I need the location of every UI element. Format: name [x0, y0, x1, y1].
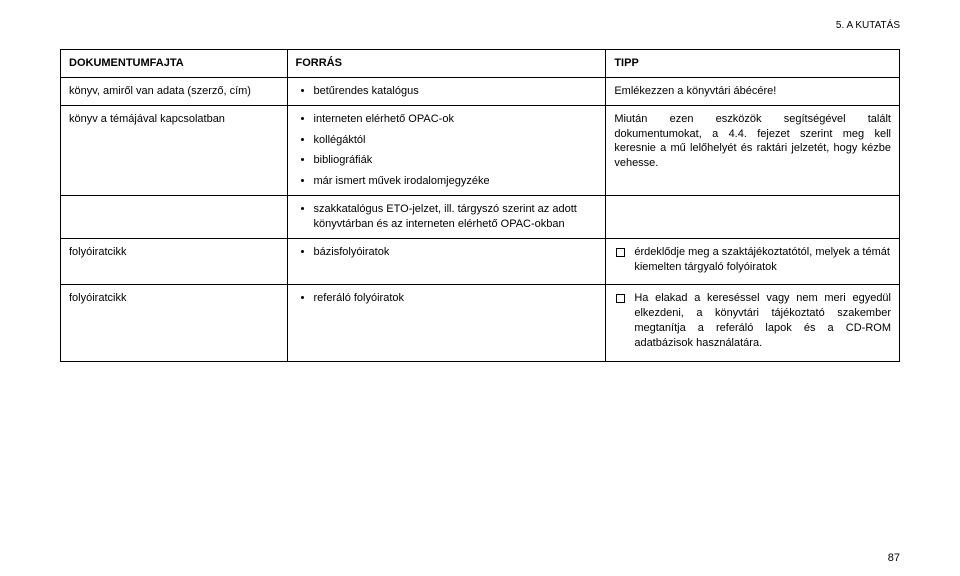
table-row: könyv a témájával kapcsolatban internete…: [61, 105, 900, 195]
cell-tip: érdeklődje meg a szaktájékoztatótól, mel…: [606, 238, 900, 285]
section-header: 5. A KUTATÁS: [60, 20, 900, 31]
cell-source: betűrendes katalógus: [287, 77, 606, 105]
cell-tip: [606, 196, 900, 239]
source-item: referáló folyóiratok: [314, 291, 598, 306]
table-row: könyv, amiről van adata (szerző, cím) be…: [61, 77, 900, 105]
cell-tip: Miután ezen eszközök segítségével talált…: [606, 105, 900, 195]
cell-doc: könyv, amiről van adata (szerző, cím): [61, 77, 288, 105]
source-item: szakkatalógus ETO-jelzet, ill. tárgyszó …: [314, 202, 598, 232]
table-row: szakkatalógus ETO-jelzet, ill. tárgyszó …: [61, 196, 900, 239]
cell-doc: [61, 196, 288, 239]
source-item: bibliográfiák: [314, 153, 598, 168]
source-item: interneten elérhető OPAC-ok: [314, 112, 598, 127]
col-header-1: DOKUMENTUMFAJTA: [61, 50, 288, 78]
table-header-row: DOKUMENTUMFAJTA FORRÁS TIPP: [61, 50, 900, 78]
table-row: folyóiratcikk bázisfolyóiratok érdeklődj…: [61, 238, 900, 285]
cell-tip: Ha elakad a kereséssel vagy nem meri egy…: [606, 285, 900, 361]
tip-check-item: érdeklődje meg a szaktájékoztatótól, mel…: [614, 245, 891, 275]
cell-source: bázisfolyóiratok: [287, 238, 606, 285]
cell-source: szakkatalógus ETO-jelzet, ill. tárgyszó …: [287, 196, 606, 239]
source-item: betűrendes katalógus: [314, 84, 598, 99]
cell-doc: folyóiratcikk: [61, 238, 288, 285]
col-header-3: TIPP: [606, 50, 900, 78]
cell-source: referáló folyóiratok: [287, 285, 606, 361]
table-row: folyóiratcikk referáló folyóiratok Ha el…: [61, 285, 900, 361]
source-item: bázisfolyóiratok: [314, 245, 598, 260]
cell-doc: könyv a témájával kapcsolatban: [61, 105, 288, 195]
source-item: kollégáktól: [314, 133, 598, 148]
cell-source: interneten elérhető OPAC-ok kollégáktól …: [287, 105, 606, 195]
tip-check-item: Ha elakad a kereséssel vagy nem meri egy…: [614, 291, 891, 350]
research-table: DOKUMENTUMFAJTA FORRÁS TIPP könyv, amirő…: [60, 49, 900, 362]
source-item: már ismert művek irodalomjegyzéke: [314, 174, 598, 189]
cell-tip: Emlékezzen a könyvtári ábécére!: [606, 77, 900, 105]
page-number: 87: [888, 552, 900, 564]
cell-doc: folyóiratcikk: [61, 285, 288, 361]
col-header-2: FORRÁS: [287, 50, 606, 78]
